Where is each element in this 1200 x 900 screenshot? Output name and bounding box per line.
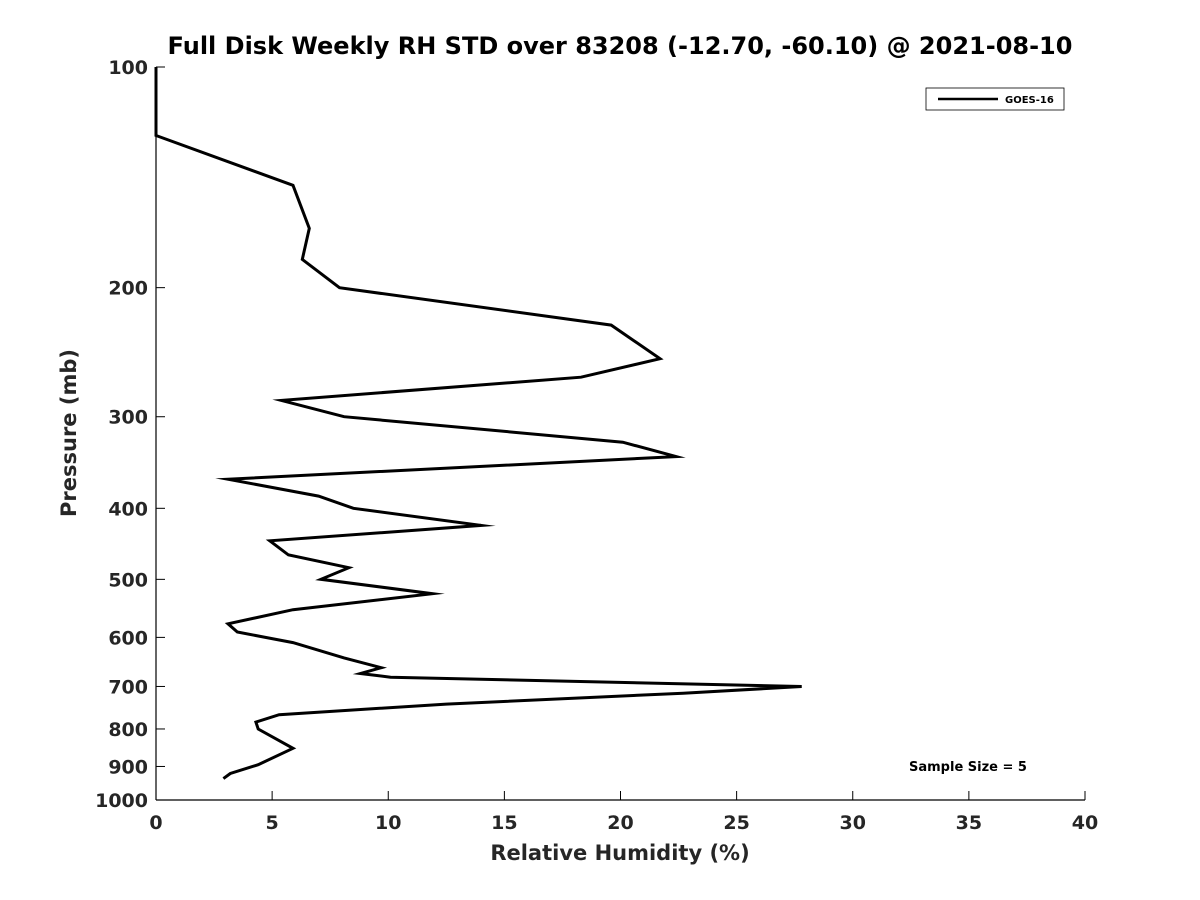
y-tick-label: 700 xyxy=(108,676,148,698)
y-tick-label: 300 xyxy=(108,407,148,429)
sample-size-annotation: Sample Size = 5 xyxy=(909,760,1027,775)
x-tick-label: 25 xyxy=(723,812,749,834)
y-tick-label: 900 xyxy=(108,756,148,778)
y-tick-label: 1000 xyxy=(95,790,148,812)
y-tick-label: 500 xyxy=(108,569,148,591)
y-tick-label: 400 xyxy=(108,498,148,520)
y-ticks: 100 200 300 400 500 600 700 800 900 1000 xyxy=(95,57,165,812)
series-line-goes-16 xyxy=(154,67,802,780)
x-tick-label: 5 xyxy=(266,812,279,834)
x-tick-label: 15 xyxy=(491,812,517,834)
legend: GOES-16 xyxy=(925,87,1065,111)
y-tick-label: 600 xyxy=(108,627,148,649)
x-tick-label: 0 xyxy=(149,812,162,834)
legend-label-goes-16: GOES-16 xyxy=(1005,95,1054,106)
series-group xyxy=(154,67,802,780)
x-tick-label: 30 xyxy=(840,812,866,834)
axes xyxy=(155,67,1085,801)
x-ticks: 0 5 10 15 20 25 30 35 40 xyxy=(149,791,1098,834)
y-axis-label: Pressure (mb) xyxy=(57,349,81,517)
x-tick-label: 20 xyxy=(607,812,633,834)
chart-title: Full Disk Weekly RH STD over 83208 (-12.… xyxy=(168,32,1073,60)
x-tick-label: 40 xyxy=(1072,812,1098,834)
y-tick-label: 200 xyxy=(108,278,148,300)
y-tick-label: 100 xyxy=(108,57,148,79)
x-tick-label: 35 xyxy=(956,812,982,834)
x-axis-label: Relative Humidity (%) xyxy=(490,841,749,865)
x-tick-label: 10 xyxy=(375,812,401,834)
y-tick-label: 800 xyxy=(108,719,148,741)
